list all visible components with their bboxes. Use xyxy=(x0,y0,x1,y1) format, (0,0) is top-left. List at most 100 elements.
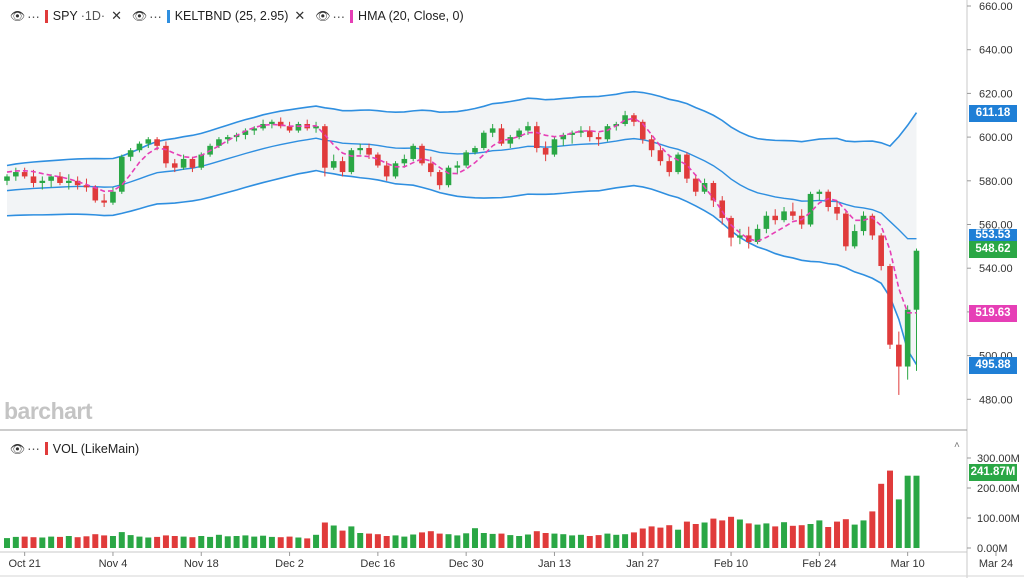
candle-body xyxy=(428,163,434,173)
volume-bar xyxy=(524,534,531,548)
eye-icon[interactable]: 👁 xyxy=(10,441,26,456)
volume-bar xyxy=(683,521,690,548)
volume-bar xyxy=(321,522,328,548)
candle-body xyxy=(675,154,681,173)
volume-bar xyxy=(648,526,655,548)
volume-bar xyxy=(586,536,593,548)
candle-body xyxy=(136,143,143,151)
candle-body xyxy=(525,126,531,131)
volume-bar xyxy=(233,536,240,548)
candle-body xyxy=(896,344,902,367)
volume-bar xyxy=(30,537,37,548)
keltner-lower-line xyxy=(6,169,918,365)
volume-bar xyxy=(39,537,46,548)
more-options-icon[interactable]: ⋯ xyxy=(27,442,39,456)
collapse-chevron-icon[interactable]: ˄ xyxy=(954,440,960,451)
volume-bar xyxy=(895,499,902,548)
volume-bar xyxy=(268,536,275,548)
candle-body xyxy=(684,154,690,179)
volume-bar xyxy=(798,525,805,548)
volume-bar xyxy=(401,536,408,548)
time-axis-label: Nov 18 xyxy=(184,558,219,570)
close-icon[interactable]: ✕ xyxy=(294,8,306,23)
volume-bar xyxy=(366,533,373,548)
eye-icon[interactable]: 👁 xyxy=(10,9,26,23)
volume-bar xyxy=(754,524,761,548)
candle-body xyxy=(74,180,81,186)
eye-icon[interactable]: 👁 xyxy=(315,9,331,23)
candle-body xyxy=(242,130,249,135)
close-icon[interactable]: ✕ xyxy=(111,8,122,23)
price-axis-label: 480.00 xyxy=(979,394,1013,406)
candle-body xyxy=(348,150,355,173)
more-options-icon[interactable]: ⋯ xyxy=(149,9,161,24)
candle-body xyxy=(436,172,443,186)
volume-bar xyxy=(251,536,258,548)
more-options-icon[interactable]: ⋯ xyxy=(27,9,39,24)
price-axis-label: 540.00 xyxy=(979,263,1013,275)
volume-bar xyxy=(807,524,814,548)
volume-bar xyxy=(445,534,452,548)
legend-keltner[interactable]: 👁 ⋯ KELTBND (25, 2.95) ✕ xyxy=(132,8,309,24)
time-axis-label: Mar 24 xyxy=(979,558,1013,570)
candle-body xyxy=(622,115,628,124)
candle-body xyxy=(419,145,425,164)
volume-bar xyxy=(180,536,187,548)
series-color-swatch xyxy=(166,9,170,23)
volume-axis-label: 200.00M xyxy=(977,483,1020,495)
volume-bar xyxy=(427,531,434,548)
volume-bar xyxy=(781,522,788,548)
candle-body xyxy=(763,215,770,229)
time-axis-label: Feb 24 xyxy=(802,558,836,570)
volume-bar xyxy=(480,533,487,548)
legend-hma[interactable]: 👁 ⋯ HMA (20, Close, 0) xyxy=(315,9,463,24)
volume-bar xyxy=(383,536,390,548)
volume-axis-label: 300.00M xyxy=(977,453,1020,465)
time-axis-label: Jan 27 xyxy=(626,558,659,570)
volume-bar xyxy=(851,524,858,548)
candle-body xyxy=(92,187,99,201)
candle-body xyxy=(542,148,549,155)
candle-body xyxy=(101,200,107,203)
volume-bar xyxy=(65,536,72,548)
candle-body xyxy=(560,134,567,140)
time-axis-label: Mar 10 xyxy=(891,558,925,570)
volume-bar xyxy=(577,534,584,548)
volume-bar xyxy=(189,537,196,548)
legend-spy[interactable]: 👁 ⋯ SPY ·1D· ✕ xyxy=(10,8,126,24)
volume-bar xyxy=(260,535,267,548)
volume-bar xyxy=(48,536,55,548)
candle-body xyxy=(330,161,337,168)
time-axis-label: Feb 10 xyxy=(714,558,748,570)
volume-bar xyxy=(533,531,540,548)
eye-icon[interactable]: 👁 xyxy=(131,9,148,23)
candle-body xyxy=(834,207,840,214)
candle-body xyxy=(339,161,346,173)
candle-body xyxy=(657,150,664,162)
volume-axis-label: 0.00M xyxy=(977,543,1008,555)
candle-body xyxy=(198,154,205,168)
candle-body xyxy=(816,191,823,194)
candle-body xyxy=(4,176,10,181)
candle-body xyxy=(516,130,522,138)
candle-body xyxy=(375,154,381,166)
volume-bar xyxy=(736,519,743,548)
volume-bar xyxy=(657,527,664,548)
series-color-swatch xyxy=(44,442,48,455)
volume-bar xyxy=(224,536,231,548)
more-options-icon[interactable]: ⋯ xyxy=(332,9,345,24)
volume-bar xyxy=(136,536,143,548)
candle-body xyxy=(745,235,752,242)
volume-bar xyxy=(207,536,214,548)
volume-bar xyxy=(21,536,28,548)
volume-bar xyxy=(348,526,355,548)
volume-bar xyxy=(498,533,505,548)
price-tag-mid-band: 553.53 xyxy=(969,229,1017,241)
candle-body xyxy=(313,126,319,129)
volume-bar xyxy=(357,533,364,548)
price-axis-label: 640.00 xyxy=(979,45,1013,57)
candle-body xyxy=(145,139,152,144)
barchart-watermark: barchart xyxy=(4,398,93,424)
volume-bar xyxy=(666,525,673,548)
